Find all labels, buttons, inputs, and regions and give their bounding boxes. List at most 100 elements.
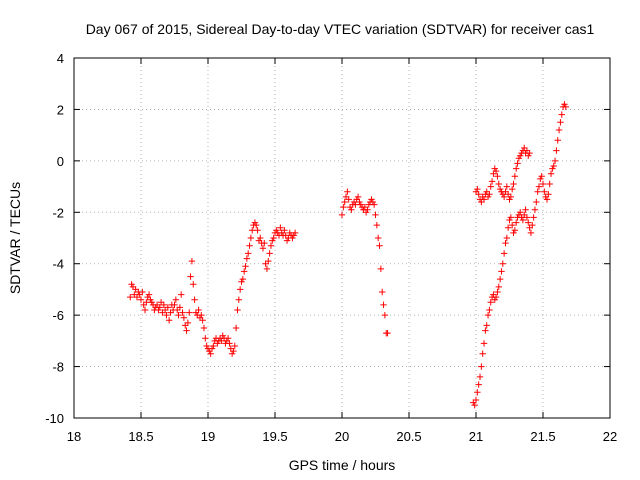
data-point xyxy=(143,299,150,306)
data-point xyxy=(474,185,481,193)
data-point xyxy=(230,347,237,355)
data-point xyxy=(183,327,190,334)
series-segment-1 xyxy=(127,219,299,357)
data-point xyxy=(242,263,249,270)
data-point xyxy=(171,301,178,309)
data-point xyxy=(376,242,383,249)
grid-layer xyxy=(74,58,610,418)
data-point xyxy=(226,340,233,347)
data-point xyxy=(199,317,206,324)
data-point xyxy=(163,311,170,319)
data-point xyxy=(504,224,512,231)
data-point xyxy=(291,229,299,237)
data-point xyxy=(231,342,238,350)
data-point xyxy=(511,227,519,234)
series-segment-3 xyxy=(470,101,569,409)
data-point xyxy=(277,224,284,231)
data-point xyxy=(236,286,244,293)
data-point xyxy=(178,291,185,298)
data-point xyxy=(534,188,541,195)
data-point xyxy=(513,165,520,172)
x-tick-label: 21 xyxy=(469,429,483,444)
data-point xyxy=(555,126,563,134)
data-point xyxy=(487,299,494,306)
data-point xyxy=(550,162,557,170)
data-point xyxy=(533,198,540,206)
data-point xyxy=(551,157,559,165)
data-point xyxy=(364,206,371,213)
data-point xyxy=(495,180,502,188)
data-point xyxy=(557,119,564,126)
chart-title: Day 067 of 2015, Sidereal Day-to-day VTE… xyxy=(86,21,595,37)
data-point xyxy=(253,221,260,229)
data-point xyxy=(265,257,272,265)
data-point xyxy=(503,234,511,242)
data-point xyxy=(224,335,232,342)
data-point xyxy=(499,260,506,267)
data-point xyxy=(523,214,531,221)
data-point xyxy=(517,209,524,216)
data-point xyxy=(503,183,511,190)
data-point xyxy=(535,183,543,190)
data-point xyxy=(267,242,275,249)
x-tick-label: 19 xyxy=(201,429,215,444)
data-point xyxy=(344,188,351,195)
data-point xyxy=(373,221,381,229)
points-layer xyxy=(127,101,569,409)
data-point xyxy=(508,185,516,193)
x-tick-label: 18 xyxy=(67,429,81,444)
data-point xyxy=(370,201,378,208)
data-point xyxy=(480,196,488,203)
data-point xyxy=(482,327,489,334)
data-point xyxy=(526,149,533,157)
data-point xyxy=(483,322,490,329)
data-point xyxy=(186,309,193,316)
data-point xyxy=(187,273,194,280)
data-point xyxy=(546,180,553,188)
data-point xyxy=(372,211,379,219)
data-point xyxy=(266,250,273,257)
data-point xyxy=(519,216,527,224)
data-point xyxy=(245,250,252,257)
data-point xyxy=(476,373,484,381)
data-point xyxy=(522,206,529,213)
data-point xyxy=(164,304,171,311)
data-point xyxy=(495,283,502,291)
data-point xyxy=(384,329,391,337)
data-point xyxy=(190,281,197,288)
data-point xyxy=(529,221,536,229)
data-point xyxy=(210,342,217,350)
data-point xyxy=(500,193,508,201)
data-point xyxy=(478,363,485,370)
x-axis-label: GPS time / hours xyxy=(289,457,396,473)
y-tick-label: -8 xyxy=(52,360,64,375)
x-tick-label: 20 xyxy=(335,429,349,444)
data-point xyxy=(200,324,208,332)
data-point xyxy=(471,401,478,409)
data-point xyxy=(354,193,362,201)
data-point xyxy=(486,306,493,314)
data-point xyxy=(202,335,209,342)
data-point xyxy=(538,173,545,180)
data-point xyxy=(500,250,508,257)
data-point xyxy=(184,319,192,327)
data-point xyxy=(234,306,241,314)
data-point xyxy=(247,234,255,242)
tick-layer: 18 18.5 19 19.5 20 20.5 21 21.5 22 -10 -8 -6 -4 -2 0 2 4 xyxy=(45,51,617,444)
y-axis-label: SDTVAR / TECUs xyxy=(7,182,23,294)
data-point xyxy=(381,311,389,319)
data-point xyxy=(235,296,243,303)
data-point xyxy=(492,293,500,301)
data-point xyxy=(531,206,539,213)
data-point xyxy=(348,206,355,213)
data-point xyxy=(496,275,504,283)
data-point xyxy=(494,288,501,296)
data-point xyxy=(475,191,482,198)
data-point xyxy=(338,211,346,219)
data-point xyxy=(484,311,492,319)
data-point xyxy=(176,304,184,311)
data-point xyxy=(127,293,134,301)
x-tick-label: 18.5 xyxy=(128,429,153,444)
data-point xyxy=(487,183,494,190)
